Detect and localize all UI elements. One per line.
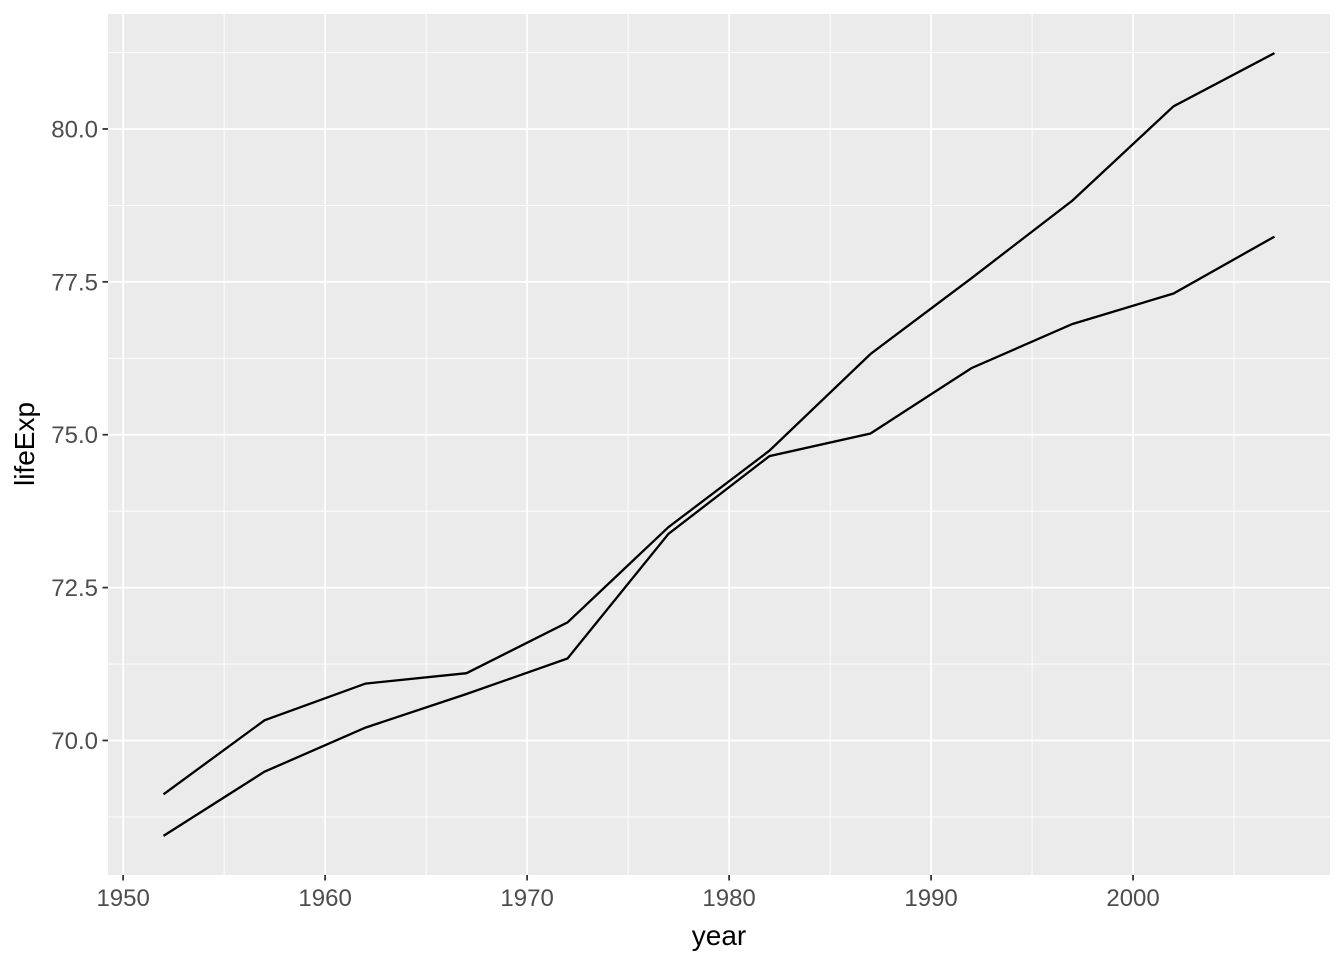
data-line-2 <box>162 235 1276 837</box>
y-tick-label: 77.5 <box>51 269 98 296</box>
y-tick-label: 72.5 <box>51 575 98 602</box>
x-tick-label: 1980 <box>702 885 755 912</box>
x-tick-label: 1960 <box>298 885 351 912</box>
x-axis-title: year <box>692 920 746 951</box>
y-axis-title: lifeExp <box>9 402 40 486</box>
data-line-1 <box>162 52 1276 796</box>
x-tick-label: 1990 <box>904 885 957 912</box>
y-tick-label: 80.0 <box>51 116 98 143</box>
chart-layers: 1950 1960 1970 1980 1990 2000 70.0 72.5 75.0 77.5… <box>51 14 1330 912</box>
y-tick-label: 70.0 <box>51 728 98 755</box>
x-tick-label: 1970 <box>500 885 553 912</box>
x-tick-label: 2000 <box>1106 885 1159 912</box>
panel-background <box>108 14 1330 875</box>
x-tick-label: 1950 <box>96 885 149 912</box>
y-tick-label: 75.0 <box>51 422 98 449</box>
